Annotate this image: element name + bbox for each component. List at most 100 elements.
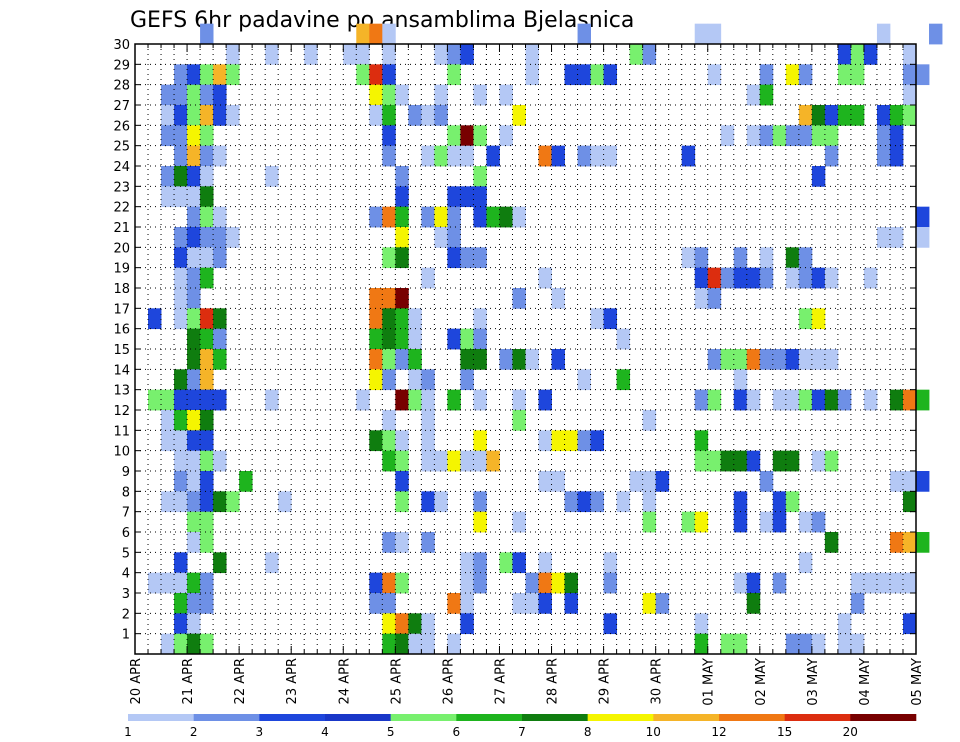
heatmap-cell xyxy=(369,572,383,594)
y-tick-label: 2 xyxy=(122,607,130,622)
heatmap-cell xyxy=(733,389,748,411)
heatmap-cell xyxy=(200,267,214,289)
heatmap-cell xyxy=(772,572,787,594)
heatmap-cell xyxy=(460,186,474,208)
heatmap-cell xyxy=(473,186,487,208)
heatmap-cell xyxy=(213,552,227,574)
heatmap-cell xyxy=(759,267,774,289)
y-tick-label: 9 xyxy=(122,465,130,480)
heatmap-cell xyxy=(772,125,787,147)
heatmap-cell xyxy=(200,633,214,655)
heatmap-cell xyxy=(200,145,214,167)
heatmap-cell xyxy=(759,349,774,370)
heatmap-cell xyxy=(395,247,409,269)
heatmap-cell xyxy=(395,430,409,452)
y-tick-label: 25 xyxy=(113,140,130,155)
heatmap-cell xyxy=(473,247,487,269)
heatmap-cell xyxy=(174,288,188,309)
heatmap-cell xyxy=(382,369,396,391)
heatmap-cell xyxy=(746,267,761,289)
heatmap-cell xyxy=(447,389,461,411)
heatmap-cell xyxy=(824,125,839,147)
heatmap-cell xyxy=(187,633,201,655)
heatmap-cell xyxy=(200,450,214,472)
heatmap-cell xyxy=(161,389,175,411)
heatmap-cell xyxy=(564,491,578,513)
heatmap-cell xyxy=(226,64,240,86)
heatmap-cell xyxy=(343,44,357,65)
x-tick-label: 30 APR xyxy=(650,658,665,704)
heatmap-cell xyxy=(213,308,227,330)
y-tick-label: 18 xyxy=(113,282,130,297)
heatmap-cell xyxy=(785,633,800,655)
heatmap-cell xyxy=(733,511,748,533)
heatmap-cell xyxy=(174,471,188,492)
heatmap-cell xyxy=(382,430,396,452)
heatmap-cell xyxy=(564,430,578,452)
heatmap-cell xyxy=(577,369,591,391)
heatmap-cell xyxy=(512,349,526,370)
heatmap-cell xyxy=(200,349,214,370)
heatmap-cell xyxy=(746,349,761,370)
heatmap-cell xyxy=(707,23,722,45)
heatmap-cell xyxy=(824,389,839,411)
heatmap-cell xyxy=(798,389,813,411)
heatmap-cell xyxy=(187,613,201,635)
heatmap-cell xyxy=(876,572,891,594)
heatmap-cell xyxy=(876,105,891,126)
heatmap-cell xyxy=(798,349,813,370)
heatmap-cell xyxy=(733,450,748,472)
heatmap-cell xyxy=(447,593,461,614)
heatmap-cell xyxy=(200,572,214,594)
heatmap-cell xyxy=(356,64,370,86)
heatmap-cell xyxy=(655,471,670,492)
heatmap-cell xyxy=(473,491,487,513)
heatmap-cell xyxy=(382,328,396,350)
heatmap-cell xyxy=(916,227,930,248)
heatmap-cell xyxy=(902,572,917,594)
heatmap-cell xyxy=(395,166,409,187)
heatmap-cell xyxy=(213,145,227,167)
heatmap-cell xyxy=(837,44,852,65)
heatmap-cell xyxy=(174,84,188,106)
heatmap-cell xyxy=(447,64,461,86)
colorbar-swatch xyxy=(784,714,851,721)
heatmap-cell xyxy=(148,308,162,330)
heatmap-cell xyxy=(486,206,500,228)
heatmap-cell xyxy=(525,572,539,594)
heatmap-cell xyxy=(447,44,461,65)
heatmap-cell xyxy=(863,44,878,65)
heatmap-cell xyxy=(447,125,461,147)
y-tick-label: 6 xyxy=(122,526,130,541)
heatmap-cell xyxy=(395,308,409,330)
heatmap-cell xyxy=(174,369,188,391)
heatmap-cell xyxy=(538,572,552,594)
heatmap-cell xyxy=(213,349,227,370)
heatmap-cell xyxy=(733,369,748,391)
heatmap-cell xyxy=(889,105,904,126)
heatmap-cell xyxy=(434,491,448,513)
heatmap-cell xyxy=(434,84,448,106)
heatmap-cell xyxy=(889,125,904,147)
heatmap-cell xyxy=(174,450,188,472)
heatmap-cell xyxy=(486,450,500,472)
heatmap-cell xyxy=(642,511,657,533)
heatmap-cell xyxy=(382,532,396,553)
heatmap-cell xyxy=(200,471,214,492)
heatmap-cell xyxy=(889,145,904,167)
heatmap-cell xyxy=(850,44,865,65)
heatmap-cell xyxy=(395,491,409,513)
heatmap-cell xyxy=(811,389,826,411)
heatmap-cell xyxy=(694,389,709,411)
heatmap-cell xyxy=(200,125,214,147)
heatmap-cell xyxy=(187,450,201,472)
heatmap-cell xyxy=(460,247,474,269)
heatmap-cell xyxy=(434,206,448,228)
heatmap-cell xyxy=(707,450,722,472)
colorbar-swatch xyxy=(456,714,523,721)
heatmap-cell xyxy=(824,349,839,370)
heatmap-cell xyxy=(577,491,591,513)
heatmap-cell xyxy=(187,532,201,553)
heatmap-cell xyxy=(798,247,813,269)
heatmap-cell xyxy=(369,288,383,309)
